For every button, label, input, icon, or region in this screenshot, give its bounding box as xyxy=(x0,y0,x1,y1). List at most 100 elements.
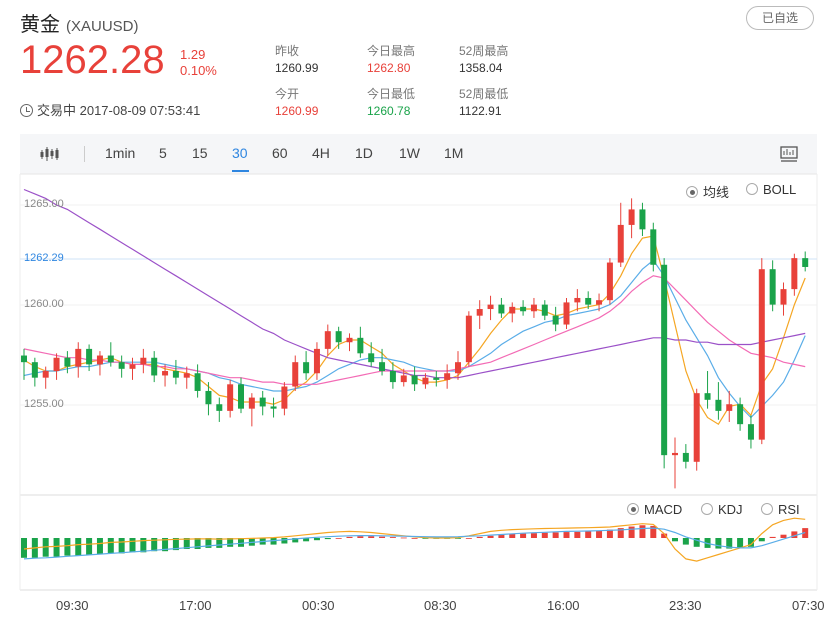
stat-open: 今开 1260.99 xyxy=(275,87,318,119)
clock-icon xyxy=(20,104,33,117)
macd-bar xyxy=(693,538,700,547)
candle-body xyxy=(574,297,581,303)
candle-body xyxy=(313,348,320,374)
x-tick-label: 08:30 xyxy=(424,598,457,613)
macd-bar xyxy=(563,532,570,538)
macd-bar xyxy=(227,538,234,547)
candle-body xyxy=(444,373,451,380)
stat-value: 1262.80 xyxy=(367,61,411,75)
candle-body xyxy=(335,331,342,343)
candlestick-icon[interactable] xyxy=(40,146,60,162)
macd-bar xyxy=(606,529,613,538)
macd-dea-line xyxy=(23,527,806,560)
x-tick-label: 17:00 xyxy=(179,598,212,613)
macd-panel xyxy=(21,517,809,562)
macd-bar xyxy=(172,538,179,551)
candle-body xyxy=(639,209,646,230)
candlestick-series xyxy=(21,198,809,489)
macd-bar xyxy=(498,534,505,538)
macd-bar xyxy=(476,536,483,538)
macd-bar xyxy=(183,538,190,549)
candle-body xyxy=(769,269,776,305)
fullscreen-chart-icon[interactable] xyxy=(780,146,798,162)
candle-body xyxy=(433,377,440,380)
candle-body xyxy=(661,264,668,456)
period-15[interactable]: 15 xyxy=(192,145,208,161)
candle-body xyxy=(64,357,71,367)
macd-bar xyxy=(455,538,461,539)
toggle-boll[interactable]: BOLL xyxy=(746,182,796,197)
macd-bar xyxy=(53,538,60,557)
period-60[interactable]: 60 xyxy=(272,145,288,161)
toggle-ma[interactable]: 均线 xyxy=(686,182,729,201)
period-1d[interactable]: 1D xyxy=(355,145,373,161)
candle-body xyxy=(455,362,461,374)
candle-body xyxy=(422,377,429,385)
stat-label: 今开 xyxy=(275,87,300,101)
macd-bar xyxy=(530,533,537,538)
macd-bar xyxy=(639,525,646,538)
candle-body xyxy=(791,258,798,290)
x-tick-label: 23:30 xyxy=(669,598,702,613)
stat-label: 52周最低 xyxy=(459,87,509,101)
x-tick-label: 09:30 xyxy=(56,598,89,613)
macd-bar xyxy=(422,538,429,539)
stat-label: 今日最低 xyxy=(367,87,416,101)
instrument-title: 黄金 (XAUUSD) xyxy=(20,8,139,37)
candle-body xyxy=(346,337,353,343)
candle-body xyxy=(780,289,787,305)
candle-body xyxy=(194,373,201,391)
macd-bar xyxy=(682,538,689,545)
period-30[interactable]: 30 xyxy=(232,145,248,161)
candle-body xyxy=(75,348,82,367)
macd-bar xyxy=(335,538,342,539)
macd-bar xyxy=(96,538,103,555)
stat-52w-low: 52周最低 1122.91 xyxy=(459,87,508,119)
period-1min[interactable]: 1min xyxy=(105,145,136,161)
macd-bar xyxy=(585,531,592,538)
candle-body xyxy=(172,371,179,378)
toggle-macd[interactable]: MACD xyxy=(627,502,682,517)
x-tick-label: 07:30 xyxy=(792,598,825,613)
stat-value: 1260.99 xyxy=(275,104,319,118)
candle-body xyxy=(357,337,364,354)
candle-body xyxy=(476,309,483,316)
macd-bar xyxy=(86,538,93,555)
candle-body xyxy=(693,393,700,462)
period-1m[interactable]: 1M xyxy=(444,145,464,161)
candle-body xyxy=(628,209,635,225)
candle-body xyxy=(368,353,375,363)
toggle-rsi[interactable]: RSI xyxy=(761,502,800,517)
price-change: 1.29 0.10% xyxy=(180,47,217,79)
macd-bar xyxy=(313,538,320,541)
macd-bar xyxy=(216,538,223,548)
candle-body xyxy=(86,348,93,365)
macd-bar xyxy=(303,538,310,542)
period-1w[interactable]: 1W xyxy=(399,145,420,161)
instrument-name: 黄金 xyxy=(20,14,60,36)
candle-body xyxy=(303,362,310,374)
period-5[interactable]: 5 xyxy=(159,145,167,161)
instrument-symbol: (XAUUSD) xyxy=(66,18,139,35)
macd-bar xyxy=(292,538,299,543)
macd-bar xyxy=(162,538,169,552)
toggle-kdj[interactable]: KDJ xyxy=(701,502,743,517)
macd-bar xyxy=(357,536,364,538)
x-tick-label: 16:00 xyxy=(547,598,580,613)
macd-bar xyxy=(194,538,201,549)
macd-bar xyxy=(75,538,82,556)
x-tick-label: 00:30 xyxy=(302,598,335,613)
candle-body xyxy=(737,404,744,425)
watchlist-button[interactable]: 已自选 xyxy=(746,6,814,30)
change-percent: 0.10% xyxy=(180,63,217,78)
stat-52w-high: 52周最高 1358.04 xyxy=(459,44,508,76)
period-4h[interactable]: 4H xyxy=(312,145,330,161)
candle-body xyxy=(465,315,472,363)
ma-line xyxy=(23,188,806,379)
candle-body xyxy=(216,404,223,411)
candle-body xyxy=(411,375,418,385)
ma-line xyxy=(23,235,806,426)
macd-bar xyxy=(324,538,331,540)
candle-body xyxy=(498,304,505,314)
